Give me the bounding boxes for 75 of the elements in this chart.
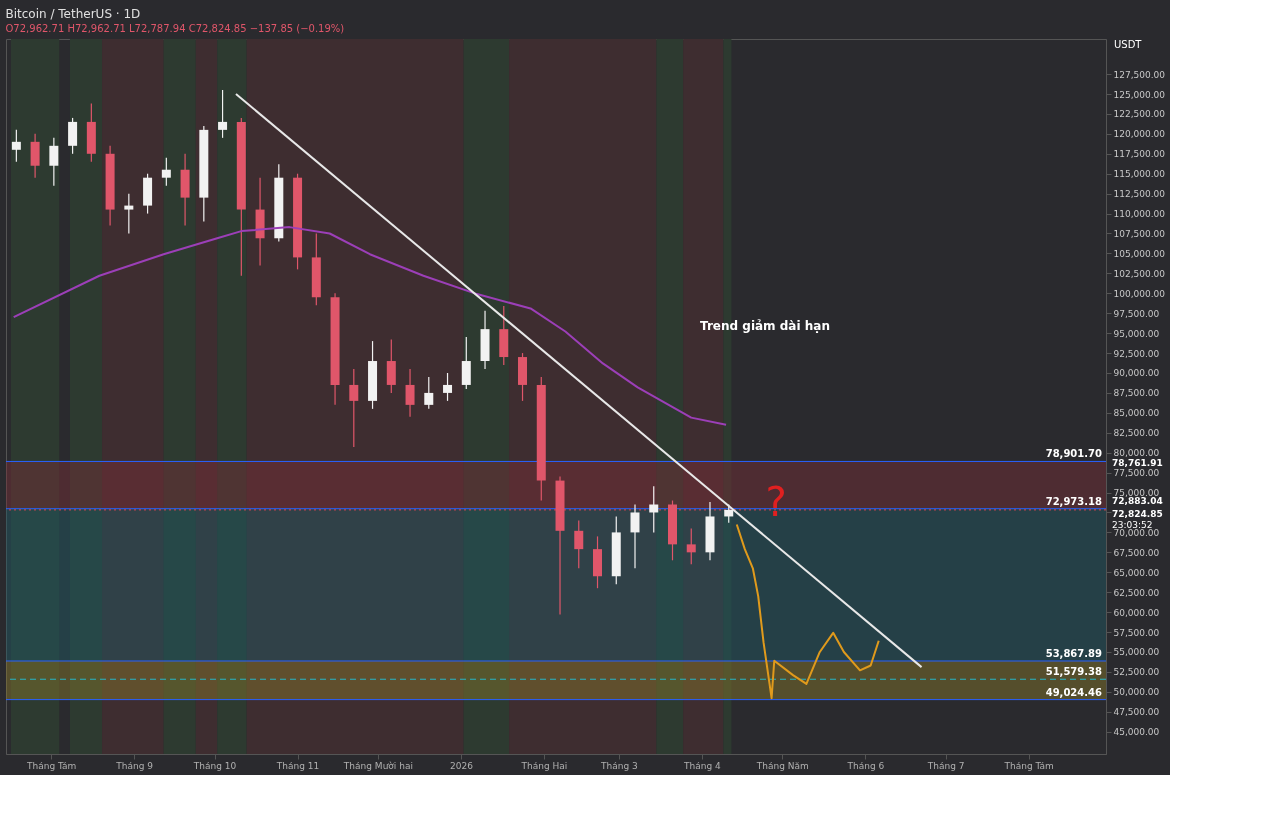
x-tick-label: Tháng Tám — [26, 760, 77, 771]
y-tick-label: 62,500.00 — [1113, 587, 1160, 598]
y-tick-label: 50,000.00 — [1113, 687, 1160, 698]
y-tick-label: 80,000.00 — [1113, 448, 1160, 459]
ref-line-label: 72,973.18 — [1045, 495, 1103, 507]
y-tick-label: 87,500.00 — [1113, 388, 1160, 399]
candlestick — [11, 129, 21, 163]
y-tick-label: 115,000.00 — [1113, 169, 1166, 180]
y-tick-label: 117,500.00 — [1113, 149, 1166, 160]
ref-line-label: 53,867.89 — [1045, 648, 1103, 659]
chart-subtitle: O72,962.71 H72,962.71 L72,787.94 C72,824.85 −137.85 (−0.19%) — [5, 23, 345, 34]
candlestick — [218, 89, 228, 139]
x-tick-label: Tháng 4 — [683, 760, 722, 771]
x-tick-label: Tháng 9 — [115, 760, 154, 771]
text: 72,883.04 — [1112, 496, 1163, 506]
y-tick-label: 97,500.00 — [1113, 308, 1160, 319]
candlestick — [349, 368, 359, 448]
candlestick — [424, 376, 434, 410]
chart-title: Bitcoin / TetherUS · 1D — [5, 7, 141, 21]
ref-line-label: 78,901.70 — [1045, 448, 1103, 460]
candlestick — [405, 368, 415, 418]
x-tick-label: Tháng 3 — [600, 760, 638, 771]
line-series — [735, 523, 880, 700]
x-tick-label: Tháng 6 — [846, 760, 885, 771]
candlestick — [686, 527, 696, 565]
y-tick-label: 95,000.00 — [1113, 328, 1160, 339]
y-tick-label: 77,500.00 — [1113, 468, 1160, 479]
x-tick-label: Tháng 10 — [192, 760, 237, 771]
y-tick-label: 120,000.00 — [1113, 129, 1166, 140]
y-tick-label: 45,000.00 — [1113, 727, 1160, 738]
x-tick-label: Tháng Hai — [520, 760, 568, 771]
y-tick-label: 82,500.00 — [1113, 428, 1160, 439]
y-tick-label: 67,500.00 — [1113, 547, 1160, 558]
candlestick — [161, 157, 171, 187]
y-tick-label: 107,500.00 — [1113, 228, 1166, 239]
y-tick-label: 65,000.00 — [1113, 567, 1160, 578]
candlestick — [461, 336, 471, 390]
x-tick-label: Tháng 7 — [926, 760, 965, 771]
ref-line-label: 72,824.85 — [1112, 508, 1163, 519]
candlestick — [443, 372, 453, 402]
y-tick-label: 60,000.00 — [1113, 607, 1160, 618]
y-tick-label: 102,500.00 — [1113, 268, 1166, 279]
y-tick-label: 52,500.00 — [1113, 667, 1160, 678]
candlestick — [68, 117, 78, 155]
y-tick-label: 122,500.00 — [1113, 109, 1166, 120]
candlestick — [574, 519, 584, 569]
annotation: Trend giảm dài hạn — [700, 319, 830, 333]
y-tick-label: 85,000.00 — [1113, 408, 1160, 419]
ref-line-label: 49,024.46 — [1045, 686, 1103, 698]
candlestick — [630, 503, 640, 569]
y-tick-label: 110,000.00 — [1113, 209, 1166, 220]
y-tick-label: 127,500.00 — [1113, 69, 1166, 80]
y-tick-label: 47,500.00 — [1113, 707, 1160, 718]
ref-line-label: 51,579.38 — [1045, 666, 1103, 678]
candlestick — [49, 137, 59, 187]
y-tick-label: 125,000.00 — [1113, 89, 1166, 100]
x-tick-label: Tháng Tám — [1003, 760, 1054, 771]
candlestick — [124, 193, 134, 235]
y-tick-label: 112,500.00 — [1113, 189, 1166, 200]
text: USDT — [1114, 39, 1143, 50]
text: 23:03:52 — [1112, 519, 1153, 530]
y-tick-label: 92,500.00 — [1113, 348, 1160, 359]
y-tick-label: 100,000.00 — [1113, 288, 1166, 299]
y-tick-label: 55,000.00 — [1113, 647, 1160, 658]
x-tick-label: Tháng Năm — [755, 760, 809, 771]
candlestick — [386, 338, 396, 394]
y-tick-label: 105,000.00 — [1113, 248, 1166, 259]
candlestick — [30, 133, 40, 179]
x-tick-label: Tháng 11 — [275, 760, 320, 771]
y-tick-label: 70,000.00 — [1113, 527, 1160, 538]
x-tick-label: Tháng Mười hai — [342, 760, 413, 771]
x-tick-label: 2026 — [449, 760, 474, 771]
text: 78,761.91 — [1112, 458, 1163, 468]
y-tick-label: 57,500.00 — [1113, 627, 1160, 638]
y-tick-label: 90,000.00 — [1113, 368, 1160, 379]
